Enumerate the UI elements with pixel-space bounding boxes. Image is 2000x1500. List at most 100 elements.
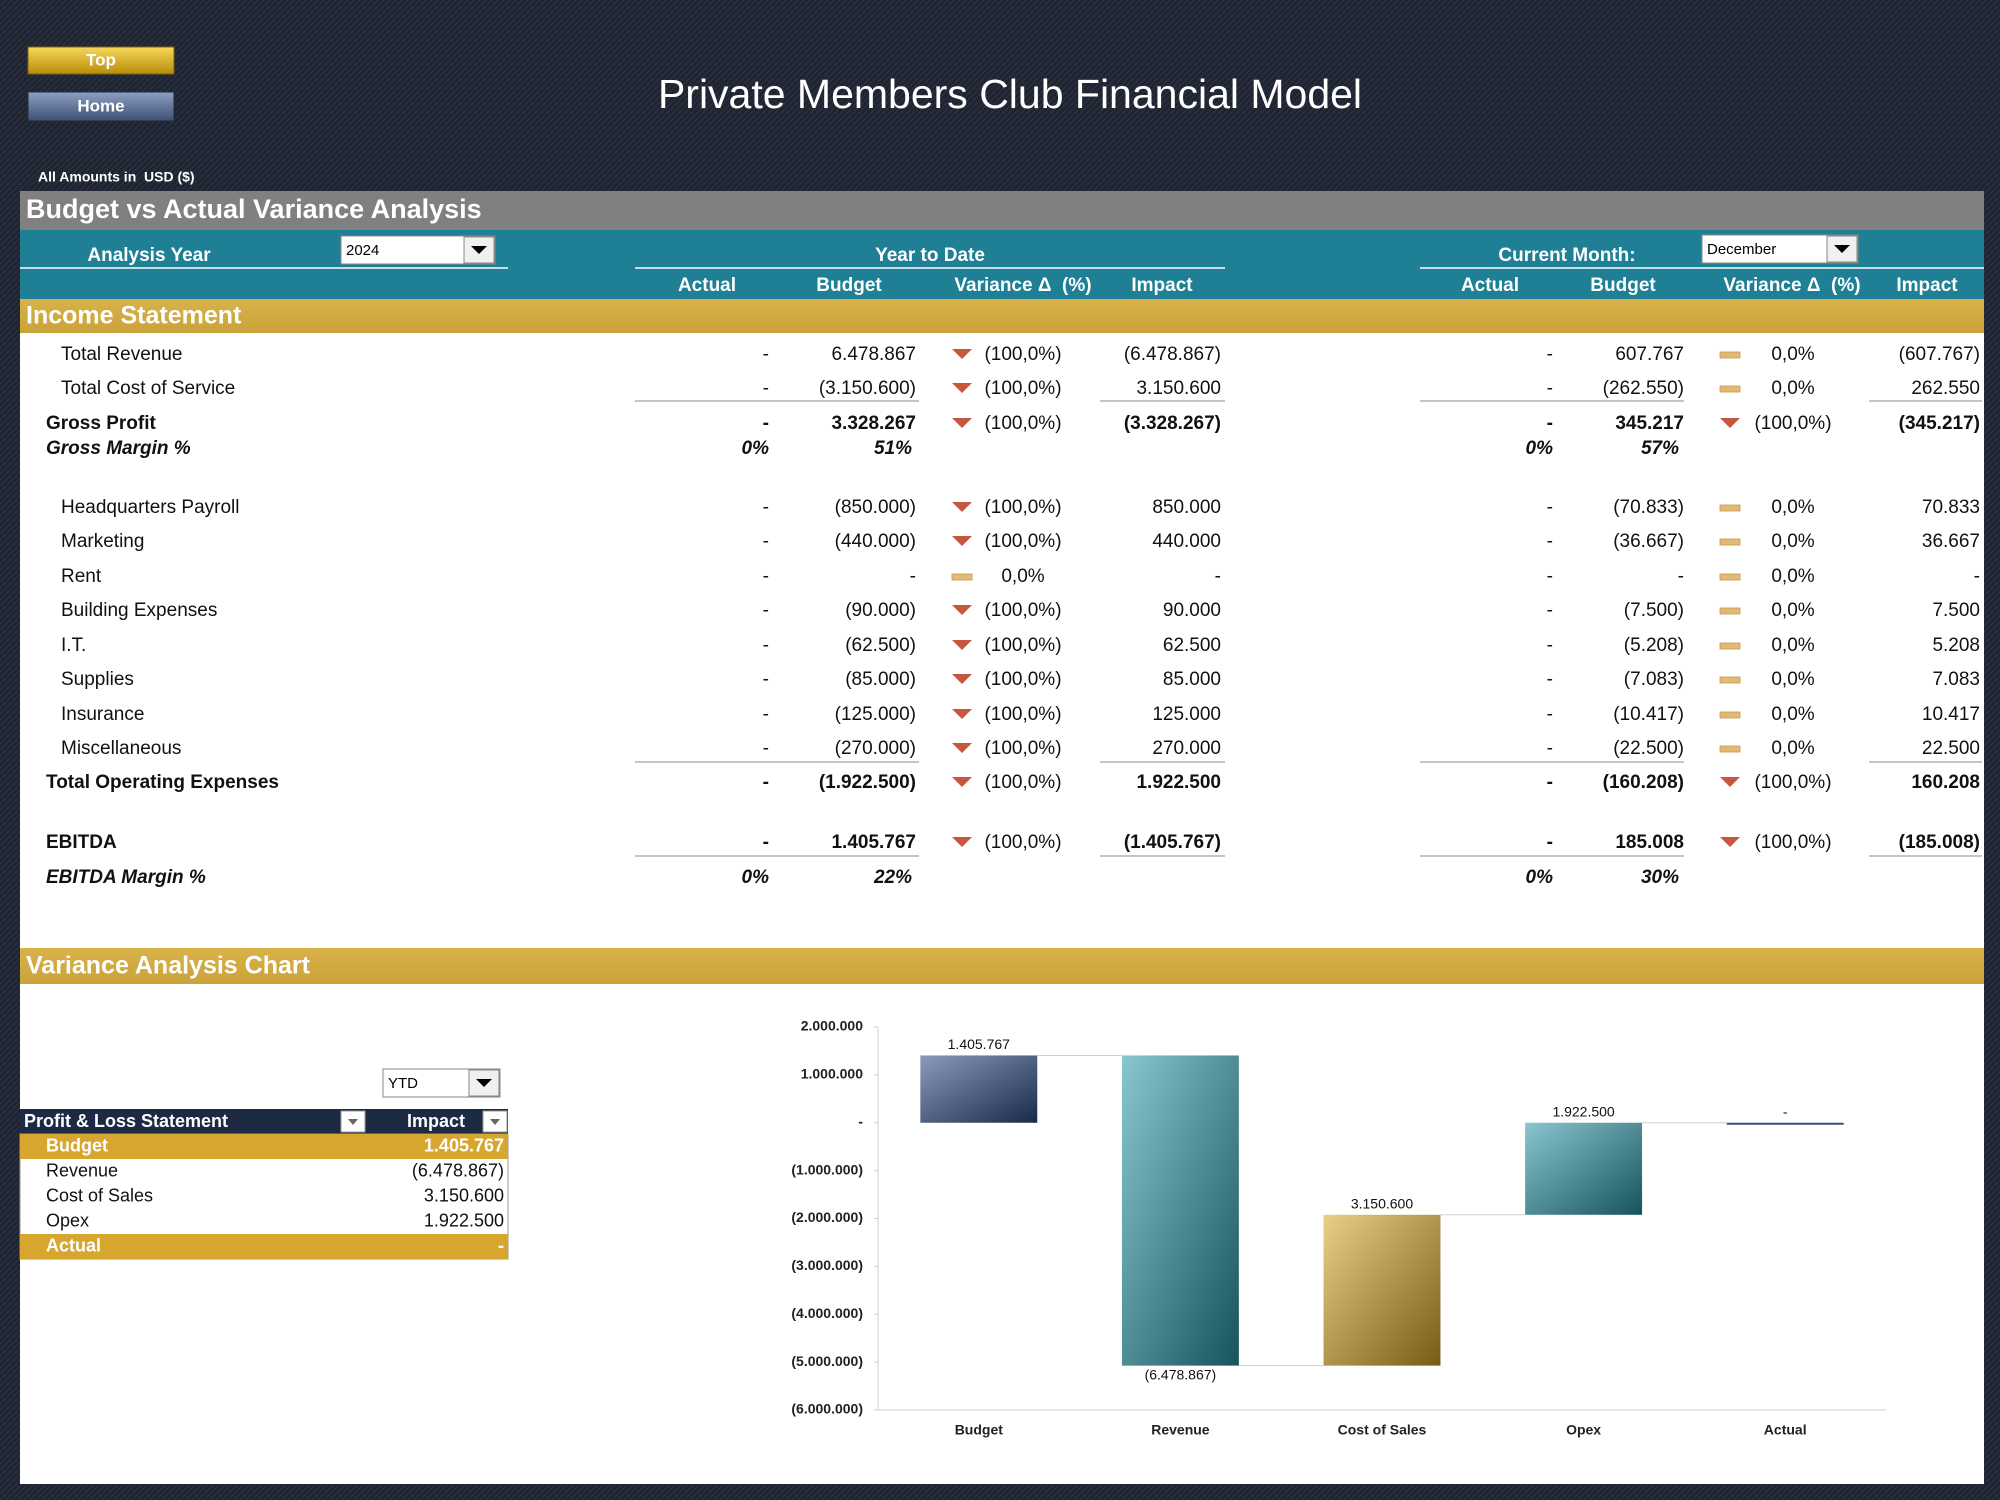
cell-value: 5.208 [1932, 635, 1980, 656]
variance-icon-flat [1719, 711, 1741, 719]
variance-icon-flat [1719, 745, 1741, 753]
cell-value: 125.000 [1152, 704, 1221, 725]
column-header: Impact [1896, 275, 1958, 296]
button-label[interactable]: Top [86, 50, 116, 69]
cell-value: - [1547, 344, 1553, 365]
cell-value: 3.150.600 [1136, 378, 1221, 399]
cell-value: - [763, 669, 769, 690]
margin-value: 22% [873, 867, 912, 888]
cell-value: 90.000 [1163, 600, 1221, 621]
row-label: Miscellaneous [61, 738, 181, 759]
row-label: EBITDA Margin % [46, 867, 206, 888]
section-header [20, 191, 1984, 230]
cell-value: - [763, 704, 769, 725]
value-label: 1.405.767 [948, 1036, 1010, 1052]
variance-value: (100,0%) [984, 635, 1061, 656]
dropdown-arrow[interactable] [1834, 245, 1850, 253]
margin-value: 30% [1641, 867, 1679, 888]
dropdown-arrow[interactable] [471, 246, 487, 254]
table-value: 3.150.600 [424, 1185, 504, 1205]
cell-value: - [763, 413, 769, 434]
cell-value: - [1547, 669, 1553, 690]
cell-value: - [1547, 832, 1553, 853]
chart-section-title: Variance Analysis Chart [26, 952, 311, 980]
row-label: Total Revenue [61, 344, 182, 365]
variance-value: (100,0%) [984, 413, 1061, 434]
variance-icon-down [1720, 837, 1740, 847]
filter-arrow[interactable] [348, 1119, 358, 1125]
x-tick-label: Actual [1764, 1422, 1807, 1438]
cell-value: (1.922.500) [819, 772, 916, 793]
margin-value: 0% [1526, 867, 1554, 888]
column-header: Variance Δ (%) [954, 275, 1091, 296]
cell-value: 70.833 [1922, 497, 1980, 518]
cell-value: 185.008 [1615, 832, 1684, 853]
row-label: Insurance [61, 704, 144, 725]
margin-value: 0% [742, 438, 770, 459]
y-tick-label: (3.000.000) [791, 1257, 863, 1273]
column-header: Variance Δ (%) [1723, 275, 1860, 296]
variance-value: (100,0%) [984, 704, 1061, 725]
cell-value: - [1547, 772, 1553, 793]
variance-value: 0,0% [1771, 531, 1814, 552]
cell-value: - [763, 600, 769, 621]
margin-value: 0% [742, 867, 770, 888]
cell-value: - [1215, 566, 1221, 587]
cell-value: 440.000 [1152, 531, 1221, 552]
variance-value: (100,0%) [1754, 832, 1831, 853]
column-header: Impact [1131, 275, 1193, 296]
y-tick-label: (4.000.000) [791, 1305, 863, 1321]
y-tick-label: (5.000.000) [791, 1353, 863, 1369]
top-button[interactable]: Top [27, 46, 175, 75]
variance-value: 0,0% [1771, 600, 1814, 621]
cell-value: - [1547, 635, 1553, 656]
variance-icon-flat [1719, 607, 1741, 615]
cell-value: 62.500 [1163, 635, 1221, 656]
cell-value: - [763, 378, 769, 399]
home-button[interactable]: Home [27, 91, 175, 122]
table-label: Cost of Sales [46, 1185, 153, 1205]
button-label[interactable]: Home [77, 96, 124, 115]
dropdown-value[interactable]: December [1707, 241, 1776, 258]
variance-icon-down [952, 674, 972, 684]
cell-value: 1.405.767 [831, 832, 916, 853]
variance-icon-flat [1719, 351, 1741, 359]
variance-icon-down [952, 837, 972, 847]
cell-value: - [1678, 566, 1684, 587]
dropdown-button[interactable] [468, 1069, 500, 1097]
variance-value: 0,0% [1771, 635, 1814, 656]
dropdown-arrow[interactable] [476, 1079, 492, 1087]
variance-value: 0,0% [1771, 738, 1814, 759]
variance-value: (100,0%) [984, 832, 1061, 853]
filter-button[interactable] [340, 1110, 366, 1133]
variance-icon-flat [1719, 676, 1741, 684]
month-dropdown[interactable]: December [1701, 234, 1859, 264]
variance-icon-down [952, 605, 972, 615]
cell-value: (10.417) [1613, 704, 1684, 725]
filter-button[interactable] [482, 1110, 508, 1133]
year-dropdown[interactable]: 2024 [340, 235, 496, 265]
income-statement-band [20, 299, 1984, 333]
dropdown-value[interactable]: YTD [388, 1075, 418, 1092]
table-label: Opex [46, 1210, 89, 1230]
button-face[interactable] [27, 46, 175, 75]
variance-value: 0,0% [1771, 669, 1814, 690]
variance-value: (100,0%) [984, 531, 1061, 552]
cell-value: 850.000 [1152, 497, 1221, 518]
variance-value: 0,0% [1771, 378, 1814, 399]
cell-value: - [1547, 497, 1553, 518]
filter-dropdown[interactable]: YTD [382, 1068, 501, 1098]
cell-value: - [763, 635, 769, 656]
y-tick-label: (1.000.000) [791, 1161, 863, 1177]
table-value: 1.405.767 [424, 1135, 504, 1155]
cell-value: (1.405.767) [1124, 832, 1221, 853]
table-header-label: Impact [407, 1111, 465, 1131]
filter-arrow[interactable] [490, 1119, 500, 1125]
button-face[interactable] [27, 91, 175, 122]
row-label: I.T. [61, 635, 86, 656]
cell-value: 262.550 [1911, 378, 1980, 399]
variance-icon-flat [1719, 504, 1741, 512]
dropdown-value[interactable]: 2024 [346, 242, 379, 259]
